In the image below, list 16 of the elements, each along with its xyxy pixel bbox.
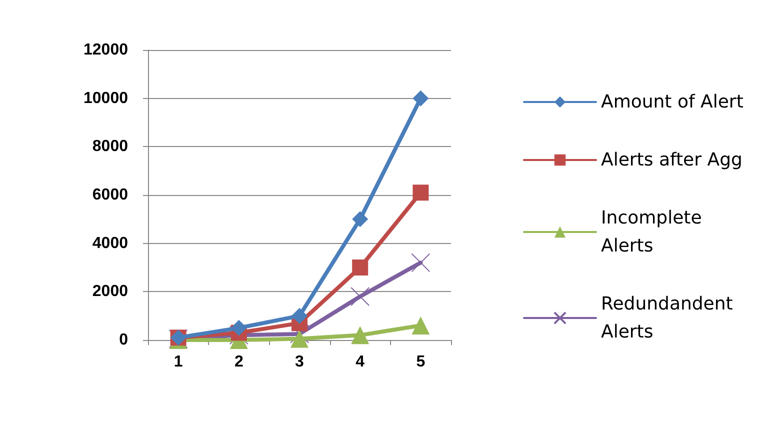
legend-label: Alerts after Agg xyxy=(601,150,742,170)
y-tick-label: 2000 xyxy=(92,283,128,300)
y-tick-label: 8000 xyxy=(92,138,128,156)
y-tick-label: 0 xyxy=(119,332,128,348)
y-tick-label: 10000 xyxy=(84,90,128,107)
y-tick-label: 4000 xyxy=(92,234,128,252)
x-tick-label: 1 xyxy=(174,354,183,370)
legend-label: Incomplete Alerts xyxy=(601,208,708,256)
y-tick-label: 12000 xyxy=(84,42,128,58)
x-tick-label: 3 xyxy=(295,354,304,370)
x-tick-label: 5 xyxy=(416,354,426,370)
y-tick-label: 6000 xyxy=(92,186,128,204)
legend-label: Amount of Alert xyxy=(601,92,744,112)
x-tick-label: 2 xyxy=(234,354,244,370)
x-tick-label: 4 xyxy=(356,354,365,370)
legend-label: Redundandent Alerts xyxy=(601,294,739,342)
